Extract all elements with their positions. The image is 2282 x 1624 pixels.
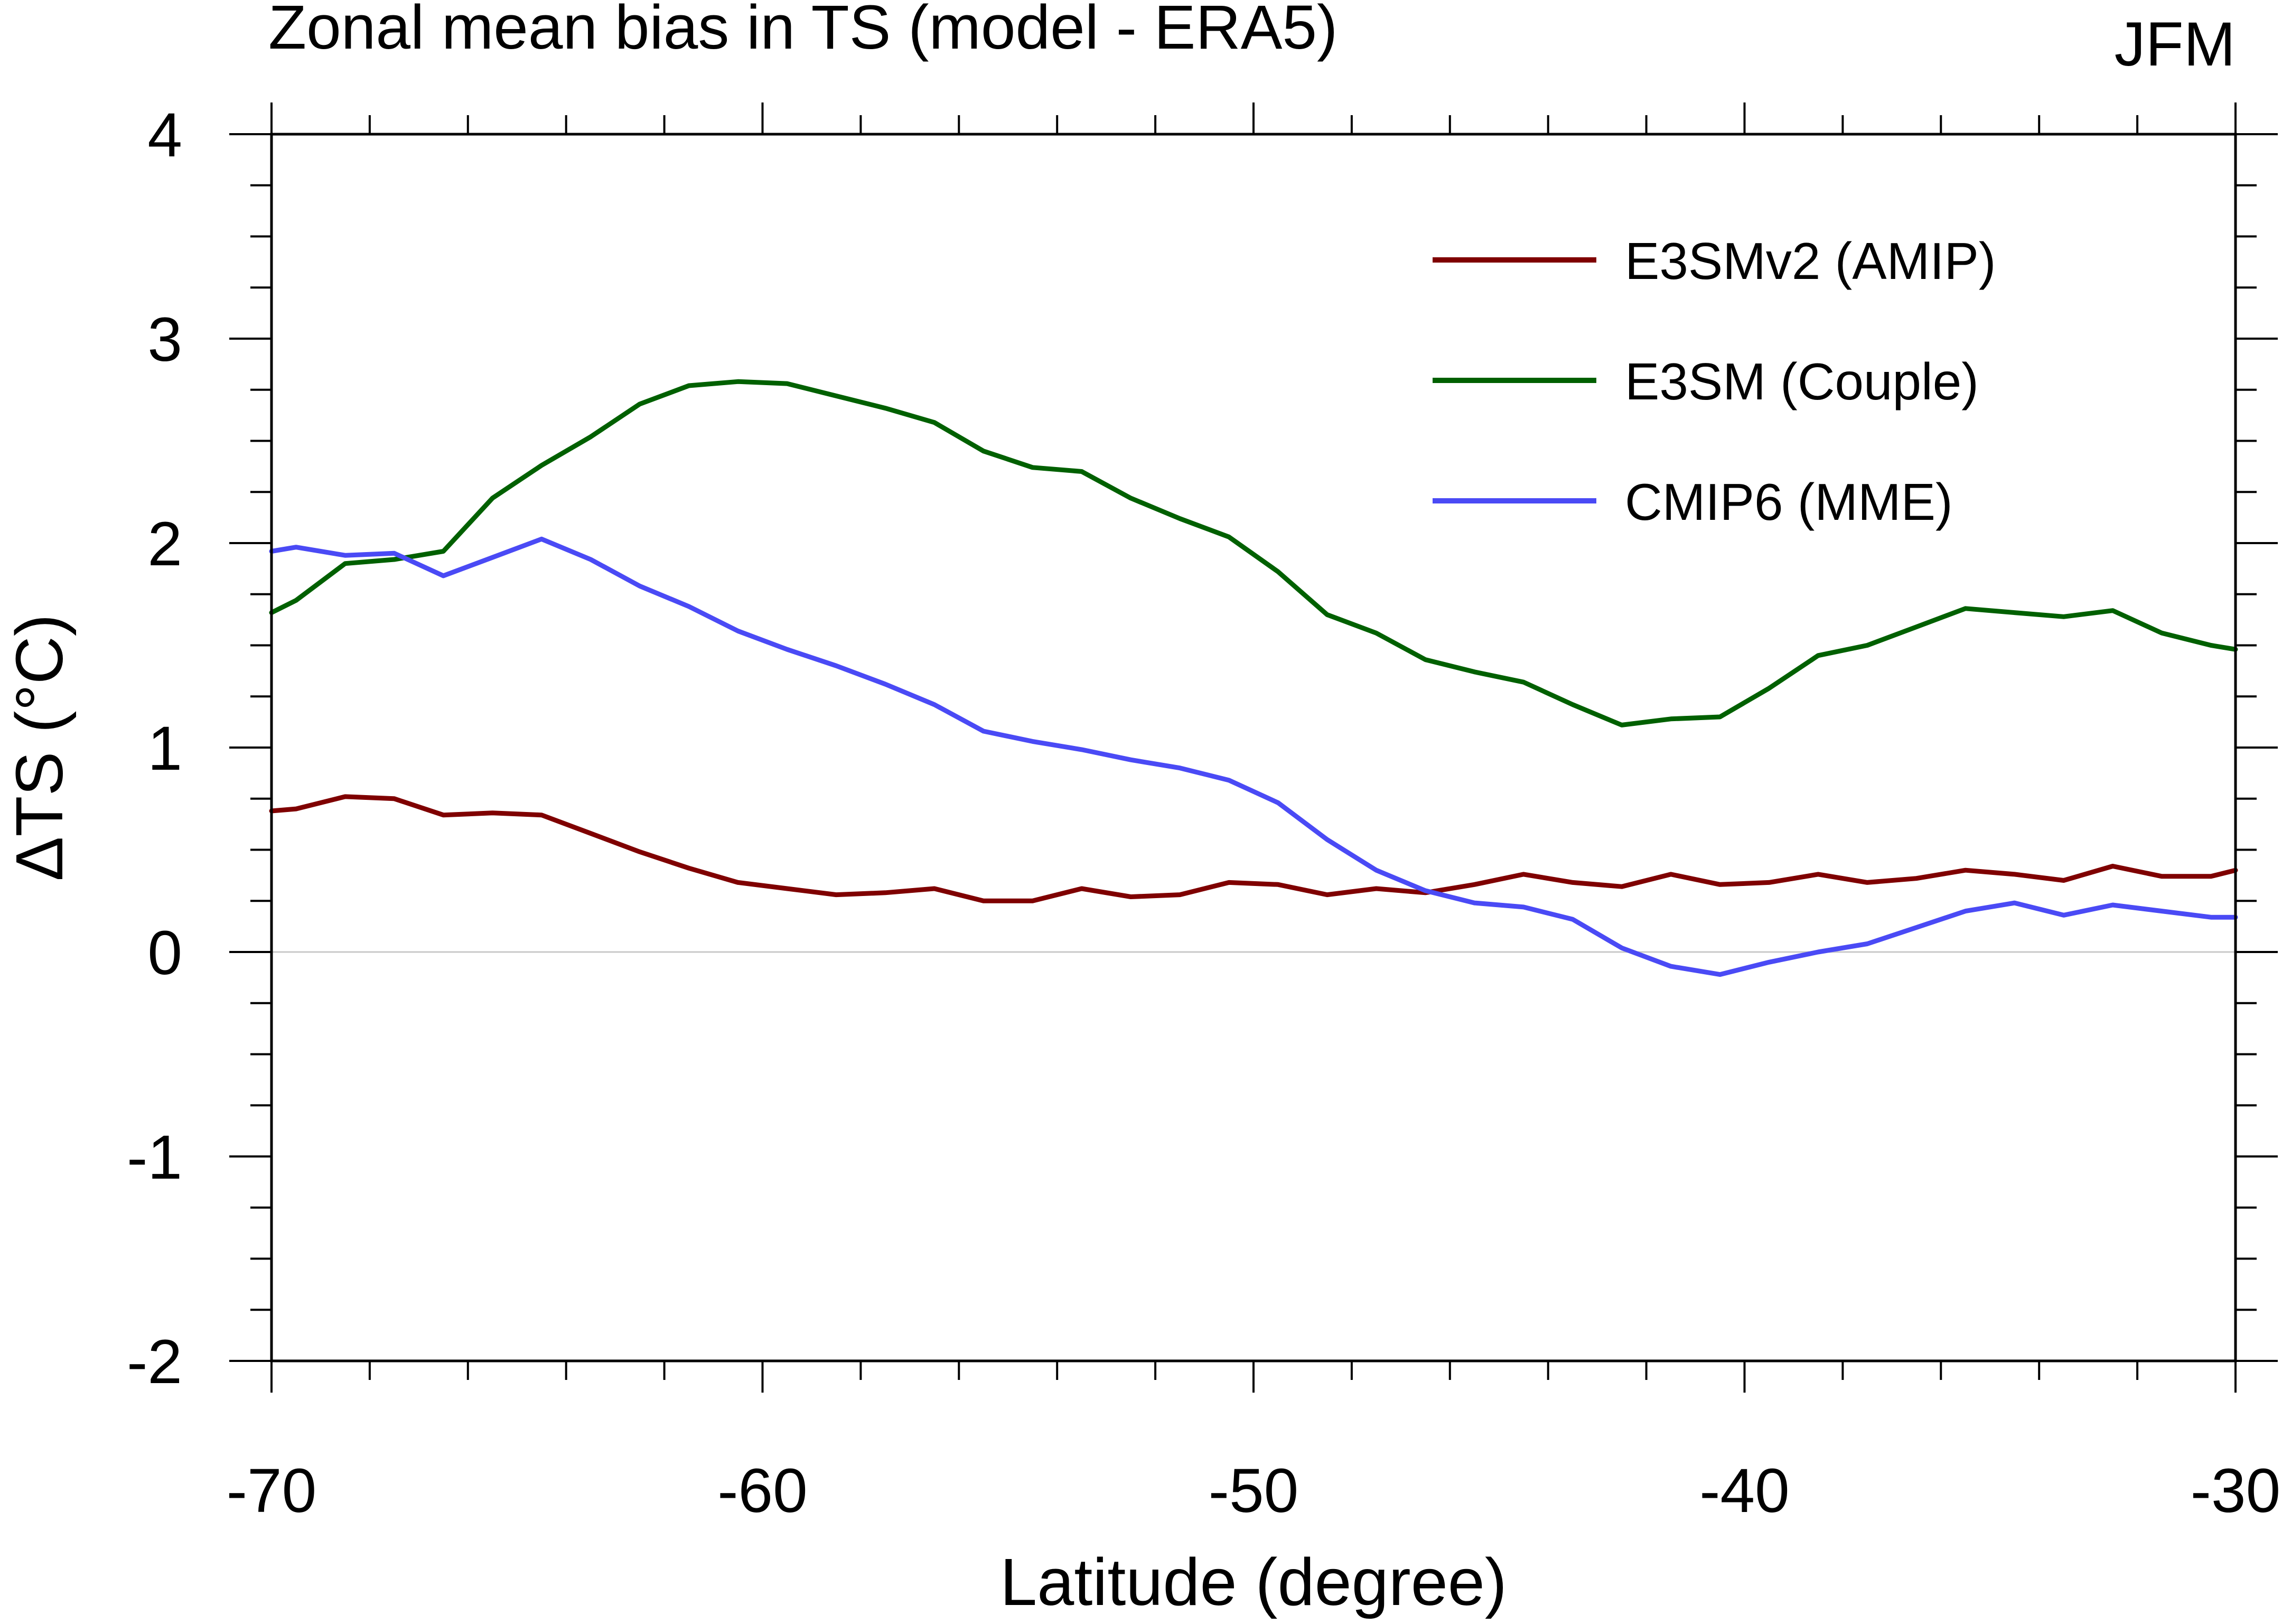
y-tick-label: -1: [127, 1123, 182, 1192]
series-line-e3smv2-amip: [269, 794, 2238, 903]
x-tick-label: -30: [2191, 1456, 2281, 1526]
season-label: JFM: [2115, 10, 2236, 79]
x-axis-label: Latitude (degree): [1000, 1545, 1507, 1619]
y-tick-label: 1: [147, 714, 182, 783]
y-tick-label: -2: [127, 1327, 182, 1397]
legend-label: E3SM (Couple): [1625, 352, 1979, 410]
chart-title: Zonal mean bias in TS (model - ERA5): [268, 0, 1338, 62]
series-layer: [269, 379, 2238, 977]
series-line-e3sm-couple: [269, 379, 2238, 727]
legend: E3SMv2 (AMIP) E3SM (Couple) CMIP6 (MME): [1433, 232, 1996, 531]
legend-label: E3SMv2 (AMIP): [1625, 232, 1996, 290]
y-axis-label: ΔTS (°C): [2, 614, 77, 881]
x-tick-label: -40: [1699, 1456, 1790, 1526]
y-tick-label: 2: [147, 509, 182, 579]
x-tick-label: -60: [717, 1456, 808, 1526]
legend-label: CMIP6 (MME): [1625, 473, 1953, 531]
x-tick-label: -70: [227, 1456, 317, 1526]
plot-frame: [270, 133, 2237, 1362]
y-tick-label: 3: [147, 305, 182, 375]
ticks-layer: -70 -60 -50 -40 -30 -2 -1 0 1 2 3 4: [127, 100, 2280, 1526]
x-tick-label: -50: [1209, 1456, 1299, 1526]
y-tick-label: 4: [147, 100, 182, 170]
series-line-cmip6-mme: [269, 536, 2238, 977]
y-tick-label: 0: [147, 918, 182, 988]
